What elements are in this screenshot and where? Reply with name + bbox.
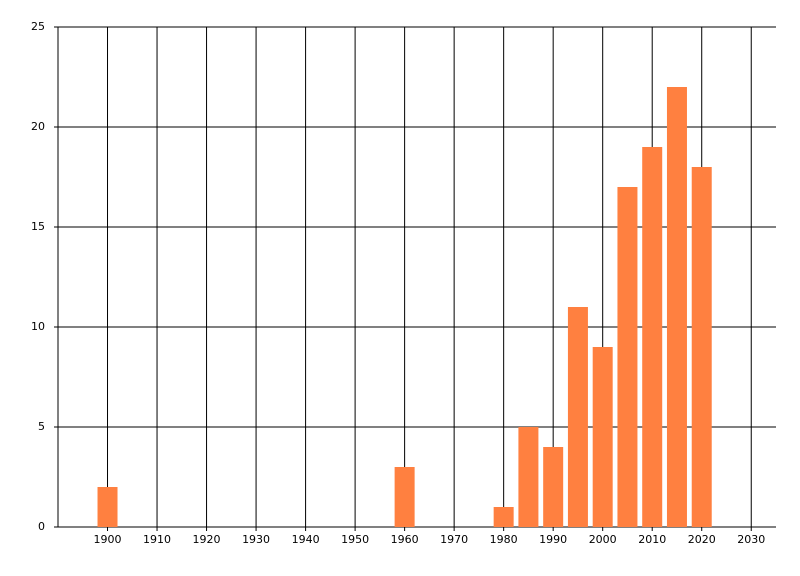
- y-tick-label: 20: [31, 120, 45, 133]
- bar: [666, 87, 687, 527]
- x-tick-label: 2020: [688, 533, 716, 546]
- x-tick-label: 1920: [193, 533, 221, 546]
- bar: [394, 467, 415, 527]
- bar: [567, 307, 588, 527]
- x-tick-label: 1900: [94, 533, 122, 546]
- x-tick-label: 1980: [490, 533, 518, 546]
- y-tick-label: 5: [38, 420, 45, 433]
- bar: [97, 487, 118, 527]
- y-tick-label: 15: [31, 220, 45, 233]
- y-tick-label: 10: [31, 320, 45, 333]
- bar: [543, 447, 564, 527]
- bar: [518, 427, 539, 527]
- x-tick-label: 1970: [440, 533, 468, 546]
- x-tick-label: 2000: [589, 533, 617, 546]
- x-tick-label: 1910: [143, 533, 171, 546]
- x-tick-label: 1960: [391, 533, 419, 546]
- bar: [691, 167, 712, 527]
- x-tick-label: 1990: [539, 533, 567, 546]
- bar: [642, 147, 663, 527]
- y-tick-label: 0: [38, 520, 45, 533]
- y-tick-label: 25: [31, 20, 45, 33]
- x-tick-label: 1930: [242, 533, 270, 546]
- bar: [617, 187, 638, 527]
- x-tick-label: 2030: [737, 533, 765, 546]
- bar: [592, 347, 613, 527]
- x-tick-label: 2010: [638, 533, 666, 546]
- bar: [493, 507, 514, 527]
- x-tick-label: 1950: [341, 533, 369, 546]
- x-tick-label: 1940: [292, 533, 320, 546]
